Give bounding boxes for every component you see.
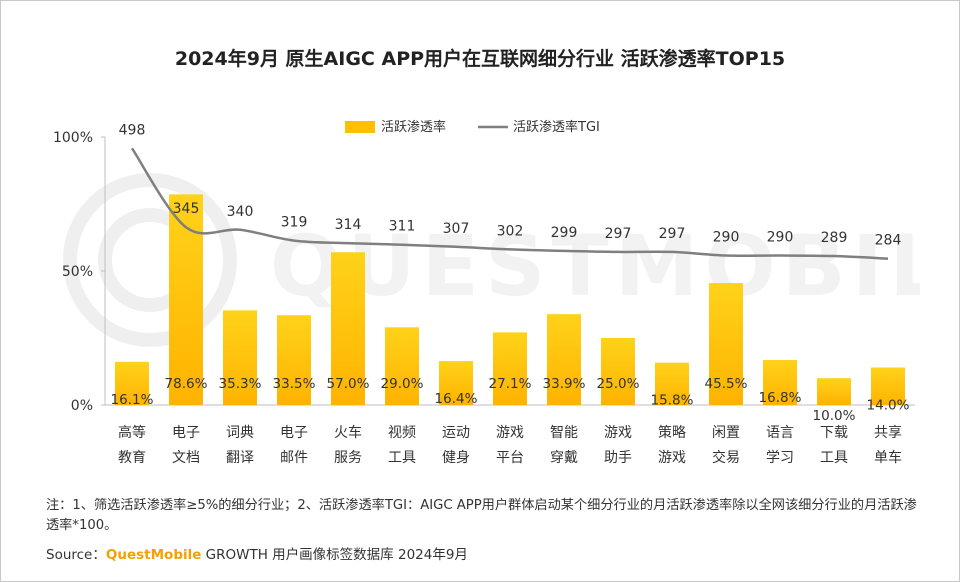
bar-value-label: 29.0%	[381, 376, 424, 392]
bar-value-label: 14.0%	[867, 397, 910, 413]
tgi-line	[130, 147, 889, 260]
bar	[817, 378, 851, 405]
legend: 活跃渗透率 活跃渗透率TGI	[345, 119, 600, 135]
source-line: Source：QuestMobile GROWTH 用户画像标签数据库 2024…	[46, 543, 468, 563]
x-tick-label: 游戏助手	[604, 425, 632, 466]
x-tick-label: 策略游戏	[658, 424, 686, 466]
x-tick-label: 高等教育	[118, 424, 146, 466]
bar-value-label: 16.4%	[435, 391, 478, 407]
bar-value-label: 33.9%	[543, 376, 586, 392]
tgi-value-label: 299	[551, 225, 578, 241]
tgi-value-label: 340	[227, 204, 254, 220]
tgi-value-label: 290	[713, 230, 740, 246]
x-tick-label: 游戏平台	[496, 425, 524, 466]
tgi-value-label: 290	[767, 230, 794, 246]
y-tick-label: 0%	[71, 398, 93, 414]
bar	[115, 361, 149, 405]
x-tick-label: 共享单车	[874, 424, 902, 466]
source-brand: QuestMobile	[105, 547, 202, 563]
bar-value-label: 16.1%	[111, 392, 154, 408]
chart-plot: 活跃渗透率 活跃渗透率TGI 0% 50% 100% 16.1% 78.6% 35.3%…	[53, 119, 915, 466]
watermark: QUESTMOBILE	[63, 173, 920, 347]
bar	[709, 283, 743, 405]
tgi-value-label: 307	[443, 221, 470, 237]
bar-value-label: 16.8%	[759, 390, 802, 406]
bar	[331, 252, 365, 405]
bar-value-label: 27.1%	[489, 376, 532, 392]
tgi-value-label: 319	[281, 215, 308, 231]
tgi-value-label: 311	[389, 219, 416, 235]
bar-value-label: 45.5%	[705, 376, 748, 392]
legend-bar-label: 活跃渗透率	[381, 119, 446, 135]
bar	[601, 338, 635, 405]
legend-line-label: 活跃渗透率TGI	[513, 119, 600, 135]
x-tick-label: 词典翻译	[226, 425, 254, 466]
x-tick-label: 智能穿戴	[550, 425, 578, 466]
bar	[439, 361, 473, 405]
x-axis-labels: 高等教育电子文档词典翻译电子邮件火车服务视频工具运动健身游戏平台智能穿戴游戏助手…	[118, 424, 902, 466]
bar-value-label: 33.5%	[273, 376, 316, 392]
x-tick-label: 语言学习	[766, 425, 794, 466]
source-prefix: Source：	[46, 547, 106, 563]
tgi-value-label: 297	[659, 226, 686, 242]
x-tick-label: 运动健身	[442, 425, 470, 466]
tgi-value-label: 498	[119, 122, 146, 138]
tgi-value-label: 284	[875, 233, 902, 249]
bar-value-label: 10.0%	[813, 408, 856, 424]
x-tick-label: 火车服务	[334, 424, 362, 466]
tgi-value-label: 302	[497, 223, 524, 239]
bar	[763, 359, 797, 405]
tgi-value-label: 289	[821, 230, 848, 246]
bar	[385, 327, 419, 405]
bar-value-label: 35.3%	[219, 376, 262, 392]
bar	[223, 310, 257, 405]
watermark-text: QUESTMOBILE	[270, 217, 920, 315]
bar-value-label: 15.8%	[651, 393, 694, 409]
chart-title: 2024年9月 原生AIGC APP用户在互联网细分行业 活跃渗透率TOP15	[174, 48, 786, 70]
tgi-value-label: 314	[335, 217, 362, 233]
bar-value-label: 78.6%	[165, 376, 208, 392]
bar	[169, 194, 203, 405]
y-tick-label: 50%	[62, 264, 93, 280]
x-tick-label: 电子文档	[172, 425, 200, 466]
bar	[277, 315, 311, 405]
bar	[547, 314, 581, 405]
tgi-value-label: 345	[173, 201, 200, 217]
bars: 16.1% 78.6% 35.3% 33.5% 57.0% 29.0% 16.4% 27.1%…	[111, 194, 910, 424]
bar-value-label: 57.0%	[327, 376, 370, 392]
bar	[493, 332, 527, 405]
y-tick-label: 100%	[53, 130, 93, 146]
x-tick-label: 下载工具	[820, 425, 848, 466]
source-suffix: GROWTH 用户画像标签数据库 2024年9月	[201, 547, 468, 563]
x-tick-label: 闲置交易	[712, 425, 740, 466]
bar-value-label: 25.0%	[597, 376, 640, 392]
tgi-series: 498 345 340 319 314 311 307 302 299 297 297 290 290 2…	[119, 122, 902, 260]
legend-bar-swatch	[345, 121, 375, 133]
tgi-value-label: 297	[605, 226, 632, 242]
footnote: 注：1、筛选活跃渗透率≥5%的细分行业；2、活跃渗透率TGI：AIGC APP用…	[46, 498, 917, 533]
bar	[871, 367, 905, 405]
x-tick-label: 电子邮件	[280, 425, 308, 466]
x-tick-label: 视频工具	[388, 425, 416, 466]
bar	[655, 362, 689, 405]
